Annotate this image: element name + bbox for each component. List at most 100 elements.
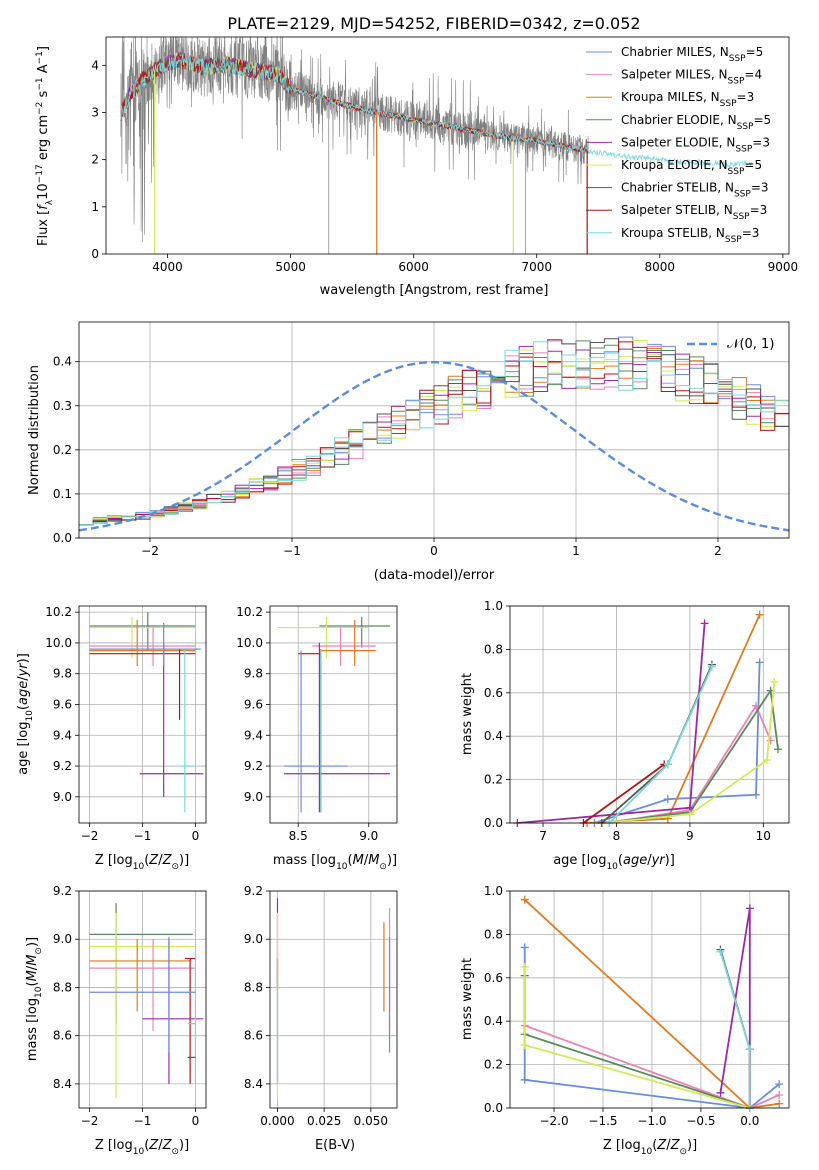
label-part: Z [log <box>603 1138 641 1153</box>
y-tick-label: 0.6 <box>484 686 503 700</box>
label-part: =3 <box>751 181 769 195</box>
legend-label: Salpeter MILES, NSSP=4 <box>621 68 762 87</box>
label-part: 10 <box>641 1147 653 1157</box>
label-part: M <box>25 955 40 966</box>
label-part: mass [log <box>273 853 336 868</box>
y-tick-label: 9.6 <box>244 697 263 711</box>
label-part: Z <box>162 1138 173 1153</box>
hist-kroupa-stelib <box>79 341 789 526</box>
y-tick-label: 8.4 <box>244 1077 263 1091</box>
label-part: M <box>25 970 40 981</box>
y-tick-label: 0 <box>91 247 99 261</box>
label-part: SSP <box>720 99 737 109</box>
y-tick-label: 9.2 <box>244 884 263 898</box>
x-tick-label: 2 <box>714 544 722 558</box>
mass_vs_ebv-axes <box>270 890 397 1108</box>
label-part: ( <box>144 1138 149 1153</box>
series-salpeter-miles <box>524 1024 780 1108</box>
marker <box>707 662 716 671</box>
y-tick-label: 9.4 <box>53 728 72 742</box>
marker <box>716 1088 725 1097</box>
label-part: Z [log <box>95 853 133 868</box>
legend-label: Salpeter ELODIE, NSSP=3 <box>621 135 770 154</box>
label-part: =3 <box>737 90 755 104</box>
y-tick-label: 1 <box>91 200 99 214</box>
series-chabrier-elodie <box>523 975 751 1108</box>
label-part: −17 <box>35 164 45 183</box>
label-part: Z <box>670 1138 681 1153</box>
label-part: ( <box>16 705 31 710</box>
y-tick-label: 0.4 <box>53 355 72 369</box>
age_vs_Z-axes <box>79 606 206 823</box>
axes-frame <box>78 605 207 824</box>
y-axis-label: Normed distribution <box>27 365 42 495</box>
x-tick-label: 0.050 <box>354 1114 388 1128</box>
label-part: Kroupa ELODIE, N <box>621 158 728 172</box>
label-part: A <box>36 64 51 77</box>
label-part: SSP <box>733 212 750 222</box>
label-part: SSP <box>734 190 751 200</box>
axes-frame <box>105 36 790 255</box>
label-part: SSP <box>728 77 745 87</box>
label-part: )] <box>179 1138 189 1153</box>
label-part: ⊙ <box>379 862 387 872</box>
y-axis-label: age [log10(age/yr)] <box>16 653 35 775</box>
series-kroupa-elodie <box>601 681 776 823</box>
label-part: )] <box>665 853 675 868</box>
y-tick-label: 4 <box>91 58 99 72</box>
label-part: SSP <box>729 54 746 64</box>
axes-frame <box>269 605 398 824</box>
x-tick-label: 6000 <box>398 260 429 274</box>
legend-label: Kroupa MILES, NSSP=3 <box>621 90 754 109</box>
marker <box>520 895 529 904</box>
y-tick-label: 2 <box>91 153 99 167</box>
label-part: −2 <box>35 102 45 115</box>
marker <box>775 1099 784 1108</box>
model-kroupa-stelib <box>120 53 753 169</box>
x-tick-label: −2 <box>81 1114 99 1128</box>
y-tick-label: 10.0 <box>236 636 263 650</box>
y-tick-label: 9.8 <box>244 667 263 681</box>
label-part: =3 <box>752 135 770 149</box>
label-part: =5 <box>746 45 764 59</box>
y-tick-label: 9.6 <box>53 697 72 711</box>
label-part: Flux [ <box>36 210 51 246</box>
x-tick-label: 0 <box>430 544 438 558</box>
x-tick-label: 0 <box>192 1114 200 1128</box>
y-tick-label: 8.4 <box>53 1077 72 1091</box>
label-part: ( <box>25 981 40 986</box>
y-tick-label: 9.8 <box>53 667 72 681</box>
y-tick-label: 0.8 <box>484 642 503 656</box>
label-part: Z <box>162 853 173 868</box>
y-tick-label: 0.2 <box>484 1058 503 1072</box>
x-tick-label: 9 <box>686 829 694 843</box>
series-salpeter-elodie <box>517 623 706 823</box>
label-part: f <box>36 203 51 210</box>
label-part: Chabrier ELODIE, N <box>621 113 737 127</box>
label-part: SSP <box>725 235 742 245</box>
y-tick-label: 0.2 <box>484 773 503 787</box>
normal-curve <box>79 360 789 532</box>
x-tick-label: −2.0 <box>539 1114 568 1128</box>
label-part: / <box>364 853 369 868</box>
x-tick-label: 7000 <box>521 260 552 274</box>
marker <box>520 1041 529 1050</box>
label-part: Z <box>656 1138 667 1153</box>
label-part: / <box>158 853 163 868</box>
series-kroupa-miles <box>524 899 780 1108</box>
label-part: wavelength [Angstrom, rest frame] <box>320 283 549 298</box>
legend-label: Chabrier STELIB, NSSP=3 <box>621 181 769 200</box>
y-tick-label: 1.0 <box>484 599 503 613</box>
label-part: ⊙ <box>679 1147 687 1157</box>
label-part: −1 <box>35 51 45 64</box>
label-part: =4 <box>744 68 762 82</box>
y-tick-label: 0.4 <box>484 1014 503 1028</box>
label-part: M <box>353 853 364 868</box>
x-tick-label: −2 <box>81 829 99 843</box>
marker <box>751 790 760 799</box>
label-part: =5 <box>753 113 771 127</box>
x-tick-label: −1.0 <box>637 1114 666 1128</box>
axes-frame <box>269 890 398 1109</box>
y-axis-label: mass weight <box>460 673 475 755</box>
